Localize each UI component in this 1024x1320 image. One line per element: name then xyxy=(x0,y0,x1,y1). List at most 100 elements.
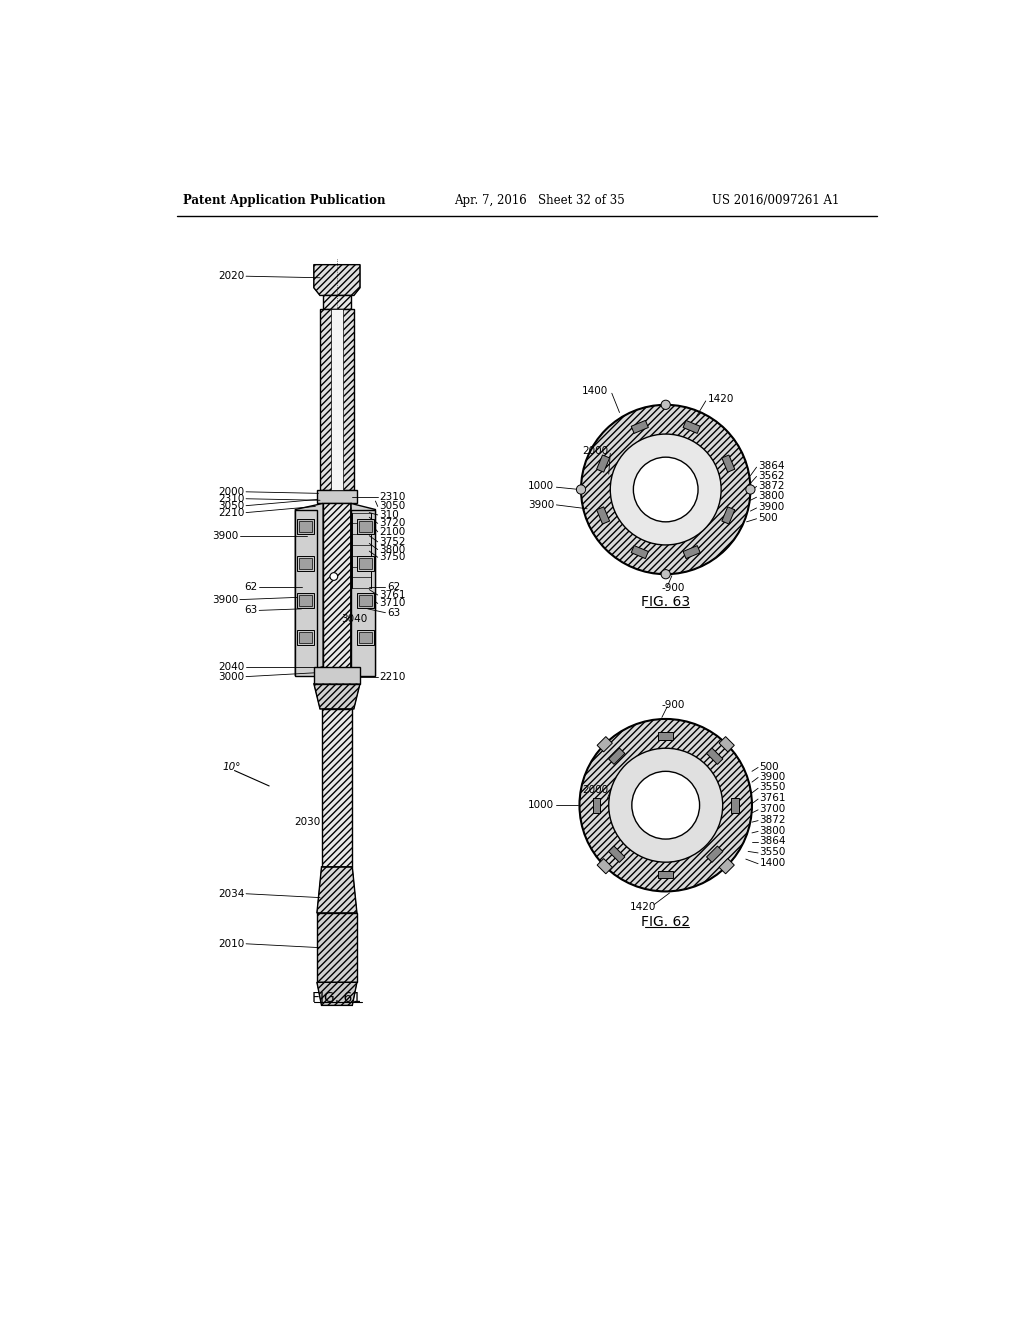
Bar xyxy=(331,309,343,490)
Bar xyxy=(707,748,723,764)
Bar xyxy=(299,632,311,643)
Text: 3800: 3800 xyxy=(379,545,406,554)
Bar xyxy=(323,296,351,309)
Text: 3710: 3710 xyxy=(379,598,406,609)
Text: 2030: 2030 xyxy=(652,484,679,495)
Text: 2034: 2034 xyxy=(218,888,245,899)
Bar xyxy=(597,507,609,524)
Bar xyxy=(295,510,316,676)
Text: 2000: 2000 xyxy=(218,487,245,496)
Bar xyxy=(357,556,374,572)
Bar xyxy=(631,545,648,558)
Text: 2000: 2000 xyxy=(582,446,608,455)
Bar xyxy=(731,797,739,813)
Polygon shape xyxy=(295,503,323,676)
Text: 1400: 1400 xyxy=(760,858,785,869)
Bar xyxy=(323,503,351,682)
Bar xyxy=(316,913,357,982)
Text: 3872: 3872 xyxy=(758,480,784,491)
Bar xyxy=(323,503,351,682)
Text: -900: -900 xyxy=(662,583,685,593)
Text: 3720: 3720 xyxy=(379,519,406,528)
Bar xyxy=(658,733,674,739)
Bar xyxy=(722,507,735,524)
Text: 3800: 3800 xyxy=(758,491,784,502)
Text: 3900: 3900 xyxy=(760,772,785,781)
Text: 2030: 2030 xyxy=(652,800,679,810)
Polygon shape xyxy=(316,982,357,1006)
Bar xyxy=(658,871,674,878)
Bar xyxy=(722,455,735,473)
Bar xyxy=(299,558,311,569)
Text: 3700: 3700 xyxy=(760,804,785,814)
Circle shape xyxy=(580,719,752,891)
Text: 3864: 3864 xyxy=(758,462,784,471)
Text: 1000: 1000 xyxy=(528,480,554,491)
Bar xyxy=(297,519,313,535)
Text: 3900: 3900 xyxy=(212,531,239,541)
Text: 3800: 3800 xyxy=(760,825,785,836)
Bar xyxy=(597,737,612,752)
Bar xyxy=(297,556,313,572)
Bar xyxy=(297,630,313,645)
Bar xyxy=(359,558,372,569)
Text: 310: 310 xyxy=(379,510,399,520)
Text: 1420: 1420 xyxy=(708,393,734,404)
Text: 2310: 2310 xyxy=(218,494,245,504)
Text: 3050: 3050 xyxy=(218,500,245,511)
Text: US 2016/0097261 A1: US 2016/0097261 A1 xyxy=(712,194,840,207)
Bar xyxy=(683,545,700,558)
Bar xyxy=(322,709,352,867)
Bar xyxy=(597,858,612,874)
Bar xyxy=(631,420,648,433)
Bar xyxy=(359,521,372,532)
Text: 3562: 3562 xyxy=(758,471,784,480)
Bar xyxy=(357,630,374,645)
Bar xyxy=(297,593,313,609)
Text: 500: 500 xyxy=(758,513,778,523)
Bar xyxy=(707,846,723,862)
Polygon shape xyxy=(313,264,360,296)
Bar xyxy=(323,296,351,309)
Text: 500: 500 xyxy=(760,762,779,772)
Text: 3050: 3050 xyxy=(379,502,406,511)
Text: 63: 63 xyxy=(245,606,258,615)
Text: 3550: 3550 xyxy=(760,847,786,857)
Text: FIG. 61: FIG. 61 xyxy=(312,991,361,1005)
Circle shape xyxy=(745,484,755,494)
Text: 3761: 3761 xyxy=(760,793,786,804)
Circle shape xyxy=(581,405,751,574)
Polygon shape xyxy=(316,867,357,913)
Circle shape xyxy=(330,573,338,581)
Bar xyxy=(719,737,734,752)
Text: 3864: 3864 xyxy=(760,837,786,846)
Bar xyxy=(319,309,354,490)
Circle shape xyxy=(662,570,671,579)
Text: 63: 63 xyxy=(387,607,400,618)
Circle shape xyxy=(662,400,671,409)
Text: 3900: 3900 xyxy=(212,594,239,605)
Text: 10°: 10° xyxy=(223,762,242,772)
Polygon shape xyxy=(351,503,376,676)
Text: 2100: 2100 xyxy=(379,527,406,537)
Bar xyxy=(683,420,700,433)
Text: 3752: 3752 xyxy=(379,537,406,546)
Text: 3040: 3040 xyxy=(341,614,367,624)
Bar xyxy=(359,632,372,643)
Bar xyxy=(593,797,600,813)
Text: 2040: 2040 xyxy=(218,661,245,672)
Circle shape xyxy=(634,457,698,521)
Text: 2020: 2020 xyxy=(218,271,245,281)
Circle shape xyxy=(610,434,721,545)
Text: 2030: 2030 xyxy=(295,817,321,828)
Bar xyxy=(299,595,311,606)
Text: Patent Application Publication: Patent Application Publication xyxy=(183,194,385,207)
Text: 1420: 1420 xyxy=(630,902,655,912)
Text: 3872: 3872 xyxy=(760,814,786,825)
Polygon shape xyxy=(313,684,360,709)
Circle shape xyxy=(632,771,699,840)
Bar xyxy=(299,521,311,532)
Text: 2210: 2210 xyxy=(218,508,245,517)
Text: 2310: 2310 xyxy=(379,492,406,502)
Bar xyxy=(316,913,357,982)
